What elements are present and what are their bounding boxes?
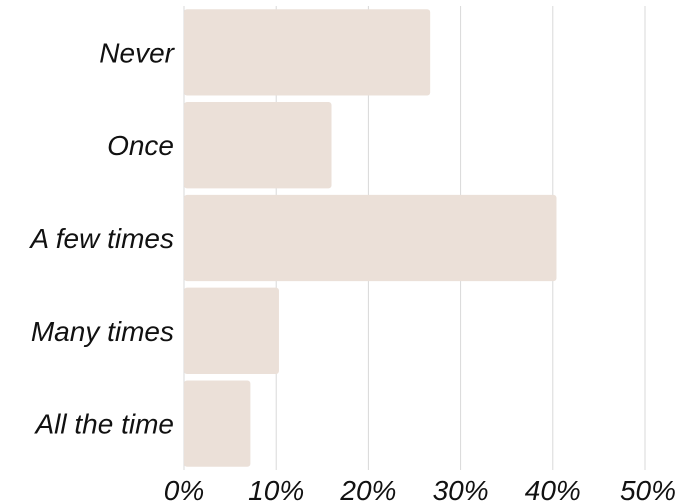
category-label: Many times — [31, 316, 174, 347]
bar — [184, 9, 431, 96]
x-tick-label: 50% — [620, 475, 676, 504]
x-tick-label: 30% — [433, 475, 489, 504]
x-tick-label: 40% — [525, 475, 581, 504]
x-tick-label: 20% — [339, 475, 396, 504]
x-tick-label: 10% — [248, 475, 304, 504]
bar — [184, 380, 251, 467]
bar — [184, 194, 557, 282]
category-label: A few times — [28, 223, 174, 254]
x-tick-label: 0% — [164, 475, 204, 504]
bars — [184, 9, 557, 467]
category-label: Once — [107, 130, 174, 161]
category-label: All the time — [34, 409, 175, 440]
x-axis-tick-labels: 0% 10% 20% 30% 40% 50% — [164, 475, 676, 504]
bar — [184, 287, 279, 374]
category-label: Never — [99, 37, 175, 68]
bar — [184, 102, 332, 189]
category-labels: Never Once A few times Many times All the ti… — [28, 37, 175, 439]
